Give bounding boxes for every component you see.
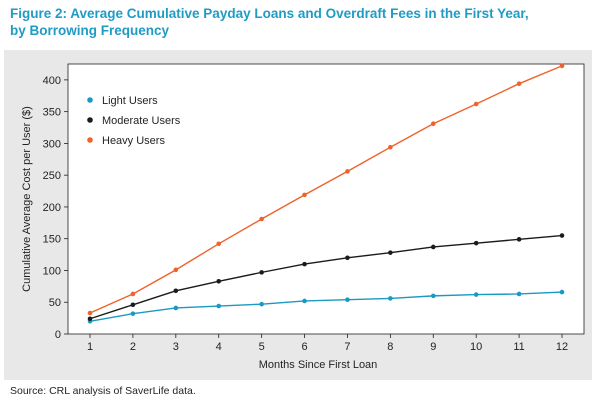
point-moderate-users-2 <box>130 302 136 308</box>
x-tick-label-7: 7 <box>344 341 350 353</box>
point-heavy-users-4 <box>216 241 222 247</box>
point-moderate-users-3 <box>173 288 179 294</box>
legend-marker-heavy-users <box>87 137 93 143</box>
point-moderate-users-4 <box>216 278 222 284</box>
point-heavy-users-12 <box>559 63 565 69</box>
point-moderate-users-6 <box>302 261 307 267</box>
point-light-users-3 <box>173 305 179 311</box>
point-heavy-users-8 <box>388 144 393 150</box>
figure-title-line-2: by Borrowing Frequency <box>10 23 170 38</box>
y-tick-label-100: 100 <box>43 265 61 277</box>
x-tick-label-2: 2 <box>130 341 136 353</box>
x-tick-label-6: 6 <box>301 341 307 353</box>
point-moderate-users-11 <box>516 237 522 242</box>
point-heavy-users-11 <box>516 81 522 86</box>
series-line-moderate-users <box>89 234 563 320</box>
x-tick-label-3: 3 <box>173 341 179 353</box>
x-tick-label-12: 12 <box>556 341 568 353</box>
series-line-heavy-users <box>89 65 563 314</box>
x-tick-label-4: 4 <box>216 341 222 353</box>
x-axis-label: Months Since First Loan <box>259 359 378 371</box>
y-tick-label-150: 150 <box>43 234 61 246</box>
legend-marker-moderate-users <box>87 117 93 123</box>
point-light-users-2 <box>130 311 136 316</box>
y-tick-label-200: 200 <box>43 202 61 214</box>
figure-title: Figure 2: Average Cumulative Payday Loan… <box>10 5 570 39</box>
point-heavy-users-9 <box>430 121 436 127</box>
point-light-users-11 <box>516 291 522 297</box>
x-tick-label-5: 5 <box>259 341 265 353</box>
point-moderate-users-8 <box>388 250 393 255</box>
point-light-users-4 <box>216 303 222 309</box>
y-tick-label-400: 400 <box>43 75 61 87</box>
y-axis: 0 50 100 150 200 250 300 350 400 <box>43 75 68 341</box>
x-axis: 1 2 3 4 5 6 7 8 9 10 11 12 <box>87 334 568 353</box>
point-moderate-users-10 <box>473 240 479 246</box>
x-tick-label-1: 1 <box>87 341 93 353</box>
point-heavy-users-5 <box>259 216 264 222</box>
point-light-users-10 <box>473 292 479 297</box>
legend-marker-light-users <box>87 97 93 103</box>
series-layer <box>87 63 565 324</box>
point-heavy-users-6 <box>302 192 307 198</box>
point-light-users-6 <box>302 298 307 304</box>
point-moderate-users-1 <box>87 316 93 322</box>
series-line-light-users <box>89 291 563 322</box>
point-moderate-users-7 <box>345 255 350 261</box>
y-axis-label: Cumulative Average Cost per User ($) <box>21 106 33 292</box>
figure-title-line-1: Figure 2: Average Cumulative Payday Loan… <box>10 6 529 21</box>
chart-panel: 0 50 100 150 200 250 300 350 400 1 2 3 4 5 6 7 8 9 10 11 12… <box>4 50 592 380</box>
point-heavy-users-7 <box>345 169 350 174</box>
x-tick-label-8: 8 <box>387 341 393 353</box>
point-moderate-users-5 <box>259 270 264 275</box>
y-tick-label-300: 300 <box>43 138 61 150</box>
point-light-users-7 <box>345 297 350 302</box>
point-heavy-users-10 <box>473 101 479 107</box>
y-tick-label-250: 250 <box>43 170 61 182</box>
point-heavy-users-1 <box>87 310 93 316</box>
point-heavy-users-3 <box>173 267 179 273</box>
x-tick-label-10: 10 <box>470 341 482 353</box>
legend-label-moderate-users: Moderate Users <box>102 115 181 127</box>
point-moderate-users-12 <box>559 233 565 238</box>
point-light-users-9 <box>430 293 436 299</box>
legend: Light Users Moderate Users Heavy Users <box>87 95 181 147</box>
point-moderate-users-9 <box>430 244 436 250</box>
plot-area <box>67 63 585 335</box>
x-tick-label-9: 9 <box>430 341 436 353</box>
y-tick-label-0: 0 <box>55 329 61 341</box>
point-heavy-users-2 <box>130 291 136 297</box>
y-tick-label-50: 50 <box>49 297 61 309</box>
legend-label-heavy-users: Heavy Users <box>102 135 165 147</box>
point-light-users-12 <box>559 289 565 295</box>
y-tick-label-350: 350 <box>43 107 61 119</box>
source-note: Source: CRL analysis of SaverLife data. <box>10 385 196 397</box>
point-light-users-5 <box>259 301 264 307</box>
legend-label-light-users: Light Users <box>102 95 158 107</box>
point-light-users-8 <box>388 296 393 301</box>
x-tick-label-11: 11 <box>513 341 524 353</box>
